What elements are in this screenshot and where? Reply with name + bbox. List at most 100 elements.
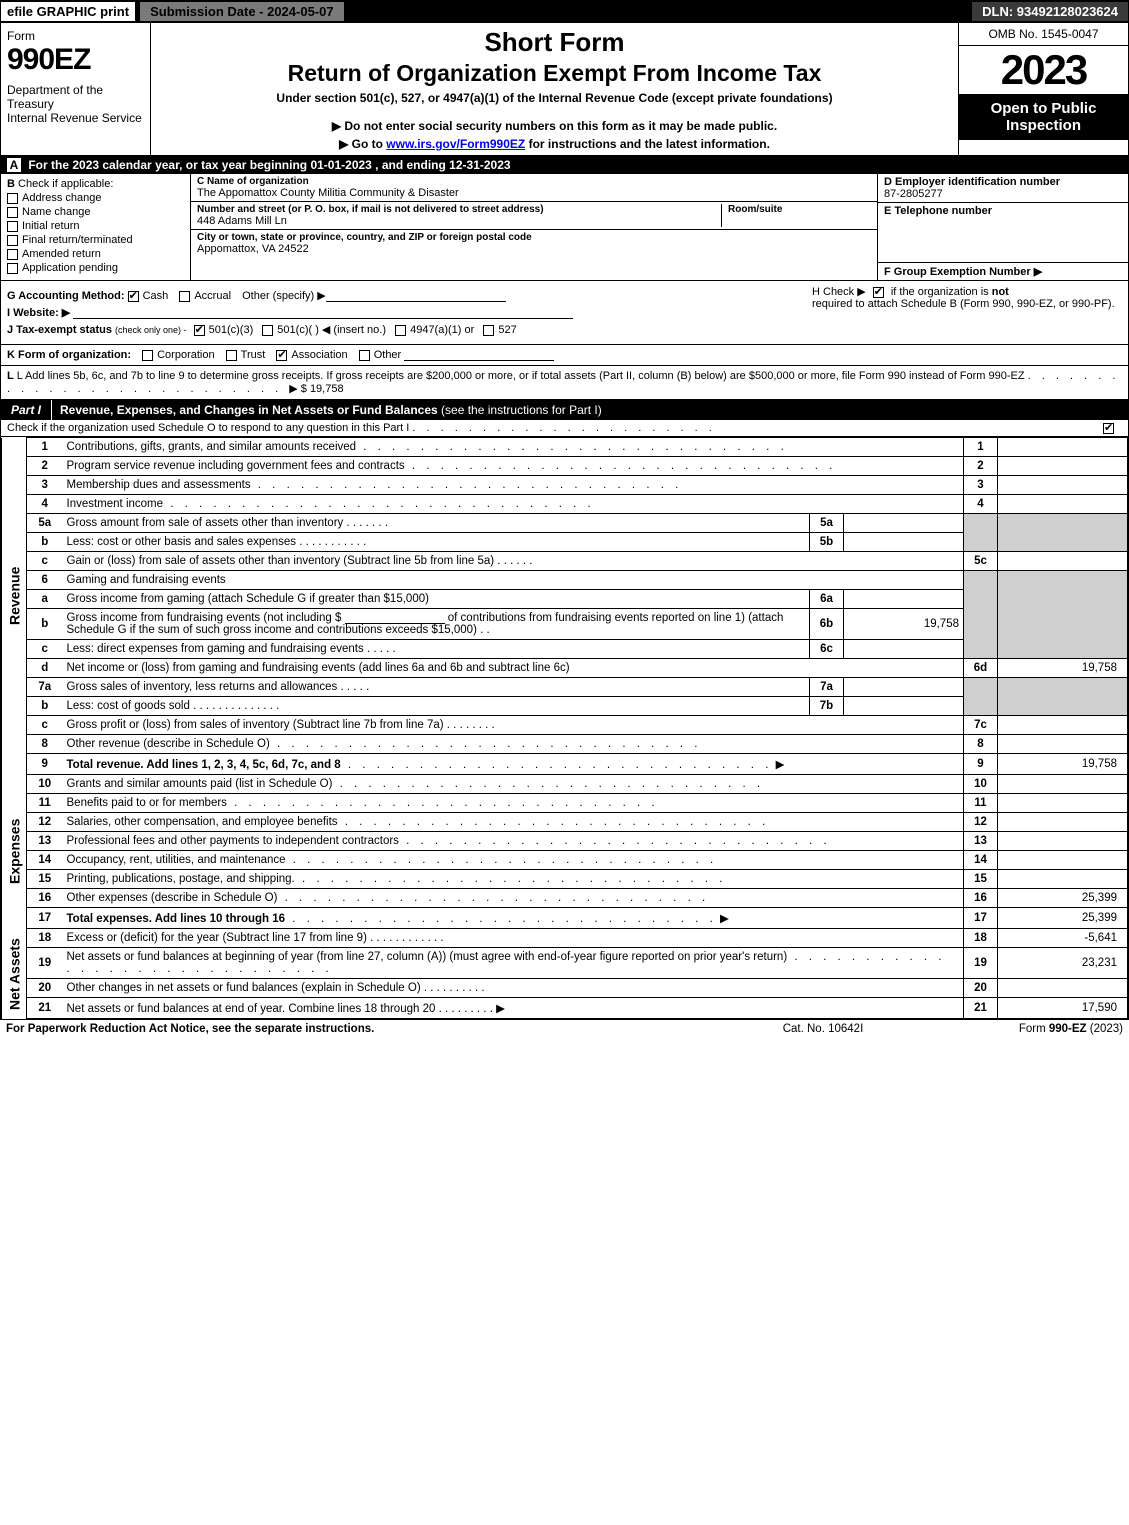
line-12-val: [998, 813, 1128, 832]
e-row: E Telephone number: [878, 203, 1128, 263]
line-6-desc: Gaming and fundraising events: [63, 571, 964, 590]
c-street-label: Number and street (or P. O. box, if mail…: [197, 204, 721, 215]
website-input[interactable]: [73, 318, 573, 319]
tax-year: 2023: [959, 46, 1128, 94]
line-16-val: 25,399: [998, 889, 1128, 908]
e-label: E Telephone number: [884, 205, 992, 217]
line-9-desc: Total revenue. Add lines 1, 2, 3, 4, 5c,…: [67, 759, 341, 771]
f-row: F Group Exemption Number ▶: [878, 263, 1128, 280]
chk-part1-schedO[interactable]: [1103, 423, 1114, 434]
h-block: H Check ▶ if the organization is not req…: [802, 285, 1122, 340]
l-value: $ 19,758: [301, 383, 344, 395]
c-street-row: Number and street (or P. O. box, if mail…: [191, 202, 877, 230]
form-title: Return of Organization Exempt From Incom…: [161, 60, 948, 87]
line-11-desc: Benefits paid to or for members: [67, 797, 227, 809]
j-line: J Tax-exempt status (check only one) - 5…: [7, 323, 802, 336]
line-2-desc: Program service revenue including govern…: [67, 460, 405, 472]
col-def: D Employer identification number 87-2805…: [878, 174, 1128, 280]
chk-501c[interactable]: [262, 325, 273, 336]
org-name: The Appomattox County Militia Community …: [197, 187, 871, 199]
note2-post: for instructions and the latest informat…: [525, 137, 770, 151]
efile-label[interactable]: efile GRAPHIC print: [1, 2, 135, 21]
chk-name-change[interactable]: Name change: [7, 206, 184, 218]
irs-link[interactable]: www.irs.gov/Form990EZ: [386, 137, 525, 151]
row-k: K Form of organization: Corporation Trus…: [1, 345, 1128, 366]
line-6a-val: [844, 590, 964, 609]
short-form-title: Short Form: [161, 27, 948, 58]
chk-accrual[interactable]: [179, 291, 190, 302]
part1-check-row: Check if the organization used Schedule …: [1, 420, 1128, 437]
chk-501c3[interactable]: [194, 325, 205, 336]
c-name-row: C Name of organization The Appomattox Co…: [191, 174, 877, 202]
g-other: Other (specify) ▶: [242, 290, 326, 302]
row-l: L L Add lines 5b, 6c, and 7b to line 9 t…: [1, 366, 1128, 400]
part1-check-text: Check if the organization used Schedule …: [7, 422, 409, 434]
ssn-warning: ▶ Do not enter social security numbers o…: [161, 119, 948, 133]
chk-4947[interactable]: [395, 325, 406, 336]
line-6b-desc: Gross income from fundraising events (no…: [63, 609, 810, 640]
i-line: I Website: ▶: [7, 306, 802, 319]
open-to-public: Open to Public Inspection: [959, 94, 1128, 140]
c-city-label: City or town, state or province, country…: [197, 232, 871, 243]
line-4-desc: Investment income: [67, 498, 164, 510]
top-bar: efile GRAPHIC print Submission Date - 20…: [0, 0, 1129, 22]
line-8-val: [998, 735, 1128, 754]
line-18-val: -5,641: [998, 929, 1128, 948]
line-14-val: [998, 851, 1128, 870]
line-14-desc: Occupancy, rent, utilities, and maintena…: [67, 854, 286, 866]
row-ghi: G Accounting Method: Cash Accrual Other …: [1, 281, 1128, 345]
d-row: D Employer identification number 87-2805…: [878, 174, 1128, 203]
chk-527[interactable]: [483, 325, 494, 336]
line-7b-desc: Less: cost of goods sold: [67, 700, 190, 712]
chk-initial-return[interactable]: Initial return: [7, 220, 184, 232]
chk-h[interactable]: [873, 287, 884, 298]
line-15-val: [998, 870, 1128, 889]
line-3-val: [998, 476, 1128, 495]
side-revenue: Revenue: [2, 438, 27, 754]
chk-application-pending[interactable]: Application pending: [7, 262, 184, 274]
line-7a-val: [844, 678, 964, 697]
line-7c-val: [998, 716, 1128, 735]
chk-final-return[interactable]: Final return/terminated: [7, 234, 184, 246]
line-6d-desc: Net income or (loss) from gaming and fun…: [67, 662, 570, 674]
form-main: Form 990EZ Department of the Treasury In…: [0, 22, 1129, 1020]
c-city-row: City or town, state or province, country…: [191, 230, 877, 257]
d-label: D Employer identification number: [884, 176, 1060, 188]
line-11-val: [998, 794, 1128, 813]
line-20-desc: Other changes in net assets or fund bala…: [67, 982, 421, 994]
line-19-val: 23,231: [998, 948, 1128, 979]
submission-date: Submission Date - 2024-05-07: [139, 1, 345, 22]
line-5b-desc: Less: cost or other basis and sales expe…: [67, 536, 297, 548]
lines-table: Revenue 1 Contributions, gifts, grants, …: [1, 437, 1128, 1019]
j-label: J Tax-exempt status: [7, 324, 112, 336]
line-5a-val: [844, 514, 964, 533]
chk-trust[interactable]: [226, 350, 237, 361]
line-20-val: [998, 979, 1128, 998]
chk-other[interactable]: [359, 350, 370, 361]
line-9-val: 19,758: [998, 754, 1128, 775]
line-17-desc: Total expenses. Add lines 10 through 16: [67, 913, 286, 925]
line-5c-val: [998, 552, 1128, 571]
line-1-val: [998, 438, 1128, 457]
line-6a-desc: Gross income from gaming (attach Schedul…: [67, 593, 429, 605]
col-b: B Check if applicable: Address change Na…: [1, 174, 191, 280]
k-other-input[interactable]: [404, 360, 554, 361]
part1-label: Part I: [1, 400, 52, 420]
form-word: Form: [7, 29, 144, 43]
chk-amended[interactable]: Amended return: [7, 248, 184, 260]
chk-corp[interactable]: [142, 350, 153, 361]
l-text: L Add lines 5b, 6c, and 7b to line 9 to …: [17, 370, 1025, 382]
part1-header: Part I Revenue, Expenses, and Changes in…: [1, 400, 1128, 420]
g-other-input[interactable]: [326, 301, 506, 302]
c-name-label: C Name of organization: [197, 176, 871, 187]
chk-cash[interactable]: [128, 291, 139, 302]
chk-assoc[interactable]: [276, 350, 287, 361]
a-label: A: [7, 158, 21, 172]
part1-title: Revenue, Expenses, and Changes in Net As…: [52, 400, 1128, 420]
k-label: K Form of organization:: [7, 349, 131, 361]
footer-right: Form 990-EZ (2023): [923, 1023, 1123, 1035]
chk-address-change[interactable]: Address change: [7, 192, 184, 204]
j-sub: (check only one) -: [115, 325, 187, 335]
instructions-note: ▶ Go to www.irs.gov/Form990EZ for instru…: [161, 137, 948, 151]
footer-mid: Cat. No. 10642I: [723, 1023, 923, 1035]
